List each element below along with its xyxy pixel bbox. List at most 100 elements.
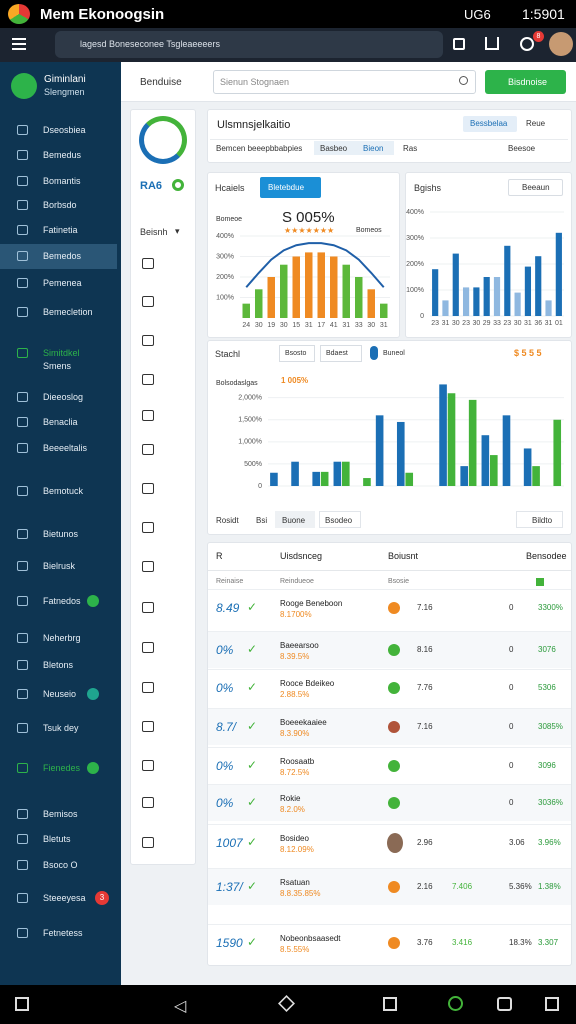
- score: 0%: [216, 643, 234, 657]
- rail-icon[interactable]: [142, 561, 154, 572]
- sidebar-item[interactable]: Bietunos: [43, 529, 79, 539]
- sidebar-item[interactable]: Neuseio: [43, 689, 77, 699]
- row-name[interactable]: Rooce Bdeikeo: [280, 679, 335, 688]
- row-name[interactable]: Boeeekaaiee: [280, 718, 327, 727]
- sidebar-item[interactable]: Bemisos: [43, 809, 78, 819]
- table-icon[interactable]: [536, 578, 544, 586]
- rail-icon[interactable]: [142, 296, 154, 307]
- filter[interactable]: Bieon: [363, 144, 384, 153]
- bar: [291, 461, 299, 486]
- sidebar-item[interactable]: Fetnetess: [43, 928, 83, 938]
- sidebar-icon: [17, 125, 28, 135]
- rail-icon[interactable]: [142, 602, 154, 613]
- row-name[interactable]: Rokie: [280, 794, 301, 803]
- rail-menu[interactable]: Beisnh: [140, 227, 168, 237]
- chart-footer[interactable]: Bsi: [256, 516, 268, 525]
- toggle[interactable]: [370, 346, 378, 360]
- sidebar-item[interactable]: Benaclia: [43, 417, 78, 427]
- row-name[interactable]: Rooge Beneboon: [280, 599, 343, 608]
- axis-label: Bolsodaslgas: [216, 380, 258, 387]
- row-trend: 18.3%: [509, 938, 532, 947]
- filter[interactable]: Basbeo: [320, 144, 348, 153]
- primary-button[interactable]: [485, 70, 566, 94]
- row-name[interactable]: Roosaatb: [280, 757, 315, 766]
- chart-select[interactable]: [508, 179, 563, 196]
- sidebar-item[interactable]: Bemecletion: [43, 307, 93, 317]
- sidebar-item[interactable]: Simitdkel: [43, 348, 80, 358]
- nav-app[interactable]: [497, 997, 512, 1011]
- sidebar-item[interactable]: Bletons: [43, 660, 74, 670]
- rail-icon[interactable]: [142, 522, 154, 533]
- sidebar-item[interactable]: Fienedes: [43, 763, 81, 773]
- rail-icon[interactable]: [142, 837, 154, 848]
- tab[interactable]: Bessbelaa: [470, 119, 508, 128]
- sidebar-item[interactable]: Bemedos: [43, 251, 82, 261]
- nav-app[interactable]: [545, 997, 559, 1011]
- rail-caret: ▾: [175, 226, 180, 236]
- control[interactable]: Bdaest: [326, 350, 348, 357]
- sidebar-item[interactable]: Borbsdo: [43, 200, 77, 210]
- row-name[interactable]: Nobeonbsaasedt: [280, 934, 341, 943]
- x-tick-label: 31: [380, 322, 388, 329]
- sidebar-item[interactable]: Steeeyesa: [43, 893, 86, 903]
- home-button[interactable]: [485, 37, 499, 50]
- chart-button-bg[interactable]: [260, 177, 321, 198]
- chart-footer[interactable]: Rosidt: [216, 516, 239, 525]
- rail-icon[interactable]: [142, 258, 154, 269]
- search-box[interactable]: [213, 70, 476, 94]
- row-name[interactable]: Baeearsoo: [280, 641, 319, 650]
- sidebar-item[interactable]: Bletuts: [43, 834, 71, 844]
- sidebar-item[interactable]: Bomantis: [43, 176, 81, 186]
- sidebar-item[interactable]: Bemedus: [43, 150, 82, 160]
- rail-icon[interactable]: [142, 682, 154, 693]
- nav-app[interactable]: [448, 996, 463, 1011]
- tabs-button[interactable]: [453, 38, 465, 50]
- sort[interactable]: Beesoe: [508, 144, 536, 153]
- rail-icon[interactable]: [142, 760, 154, 771]
- rail-icon[interactable]: [142, 642, 154, 653]
- rail-icon[interactable]: [142, 797, 154, 808]
- rail-icon[interactable]: [142, 374, 154, 385]
- rail-icon[interactable]: [142, 721, 154, 732]
- row-name[interactable]: Rsatuan: [280, 878, 310, 887]
- menu-button[interactable]: [12, 38, 26, 50]
- notifications[interactable]: [520, 37, 534, 51]
- tab[interactable]: Reue: [526, 119, 546, 128]
- row-divider: [208, 824, 571, 825]
- rail-icon[interactable]: [142, 335, 154, 346]
- chart-footer[interactable]: Buone: [282, 516, 306, 525]
- rail-icon[interactable]: [142, 483, 154, 494]
- chart-footer-right[interactable]: Bildto: [532, 516, 553, 525]
- profile-avatar[interactable]: [549, 32, 573, 56]
- sidebar-item[interactable]: Beeeeltalis: [43, 443, 88, 453]
- sidebar-item[interactable]: Bemotuck: [43, 486, 84, 496]
- sidebar-item[interactable]: Pemenea: [43, 278, 82, 288]
- table-header: Uisdsnceg: [280, 551, 323, 561]
- chart-footer[interactable]: Bsodeo: [325, 516, 353, 525]
- url-bar[interactable]: [55, 31, 443, 58]
- sidebar-item[interactable]: Bsoco O: [43, 860, 78, 870]
- sidebar-icon: [17, 251, 28, 261]
- rail-icon[interactable]: [142, 444, 154, 455]
- nav-recents[interactable]: [383, 997, 397, 1011]
- sidebar-item[interactable]: Bielrusk: [43, 561, 76, 571]
- y-tick-label: 1,000%: [238, 439, 262, 446]
- sidebar-item[interactable]: Neherbrg: [43, 633, 81, 643]
- gauge: [139, 116, 187, 164]
- sidebar-item[interactable]: Tsuk dey: [43, 723, 79, 733]
- row-name[interactable]: Bosideo: [280, 834, 309, 843]
- rail-icon[interactable]: [142, 410, 154, 421]
- bar: [452, 253, 459, 316]
- score: 0%: [216, 681, 234, 695]
- row-trend: 0: [509, 683, 514, 692]
- nav-home[interactable]: [15, 997, 29, 1011]
- filter[interactable]: Ras: [403, 144, 418, 153]
- control[interactable]: Bsosto: [285, 350, 307, 357]
- sidebar-item[interactable]: Dseosbiea: [43, 125, 86, 135]
- sidebar-item[interactable]: Fatnedos: [43, 596, 81, 606]
- sidebar-item[interactable]: Dieeoslog: [43, 392, 84, 402]
- filter[interactable]: Bemcen beeepbbabpies: [216, 144, 303, 153]
- sidebar-item[interactable]: Fatinetia: [43, 225, 78, 235]
- nav-back[interactable]: ◁: [174, 998, 187, 1015]
- y-tick-label: 400%: [216, 233, 234, 240]
